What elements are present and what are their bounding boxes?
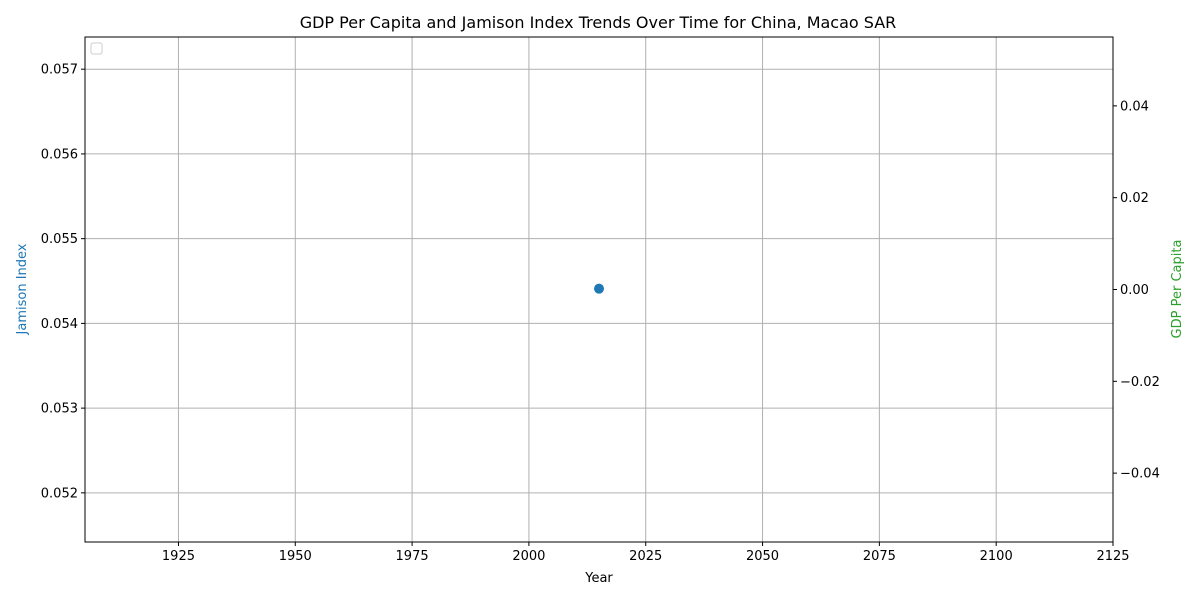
y-axis-left-label: Jamison Index bbox=[15, 243, 30, 335]
legend-box bbox=[90, 42, 103, 55]
y-left-tick-label: 0.053 bbox=[41, 402, 78, 417]
y-right-tick-label: −0.04 bbox=[1120, 467, 1160, 482]
y-axis-left-ticks: 0.052 0.053 0.054 0.055 0.056 0.057 bbox=[41, 63, 85, 501]
x-tick-label: 2000 bbox=[512, 549, 545, 564]
x-tick-label: 1925 bbox=[162, 549, 195, 564]
y-axis-right-ticks: −0.04 −0.02 0.00 0.02 0.04 bbox=[1113, 99, 1160, 482]
plot-frame bbox=[84, 36, 1114, 543]
x-tick-label: 2050 bbox=[746, 549, 779, 564]
y-left-tick-label: 0.056 bbox=[41, 147, 78, 162]
y-right-tick-label: 0.02 bbox=[1120, 191, 1149, 206]
data-points bbox=[594, 283, 604, 294]
y-left-tick-label: 0.057 bbox=[41, 63, 78, 78]
y-right-tick-label: 0.00 bbox=[1120, 283, 1149, 298]
x-axis-label: Year bbox=[584, 571, 613, 586]
grid bbox=[85, 37, 1114, 542]
y-left-tick-label: 0.055 bbox=[41, 232, 78, 247]
y-right-tick-label: 0.04 bbox=[1120, 99, 1149, 114]
y-left-tick-label: 0.054 bbox=[41, 317, 78, 332]
x-tick-label: 2025 bbox=[629, 549, 662, 564]
x-tick-label: 1975 bbox=[396, 549, 429, 564]
x-tick-label: 1950 bbox=[279, 549, 312, 564]
x-axis-ticks: 1925 1950 1975 2000 2025 2050 2075 2100 2125 bbox=[162, 542, 1130, 564]
y-right-tick-label: −0.02 bbox=[1120, 375, 1160, 390]
chart-title: GDP Per Capita and Jamison Index Trends … bbox=[300, 13, 897, 32]
x-tick-label: 2100 bbox=[980, 549, 1013, 564]
y-left-tick-label: 0.052 bbox=[41, 486, 78, 501]
y-axis-right-label: GDP Per Capita bbox=[1170, 240, 1185, 339]
x-tick-label: 2125 bbox=[1096, 549, 1129, 564]
data-point bbox=[594, 283, 604, 294]
x-tick-label: 2075 bbox=[863, 549, 896, 564]
